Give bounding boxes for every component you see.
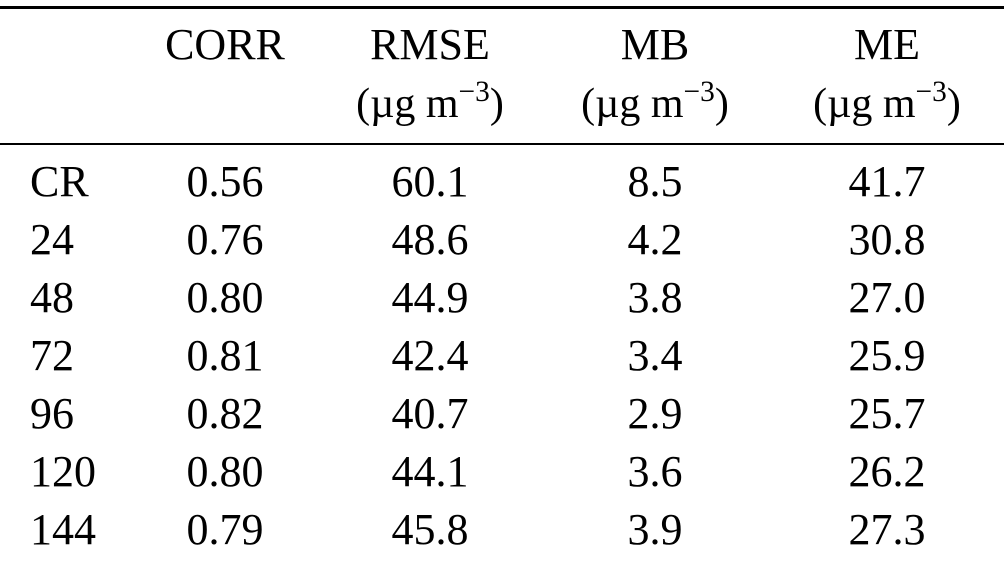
cell-corr: 0.76 xyxy=(186,215,264,264)
cell-corr: 0.79 xyxy=(186,505,264,554)
cell-me: 27.3 xyxy=(848,505,926,554)
col-unit-rmse: (µg m−3) xyxy=(320,67,540,125)
cell-me: 41.7 xyxy=(848,157,926,206)
row-label: 24 xyxy=(30,215,74,264)
col-unit-me: (µg m−3) xyxy=(770,67,1004,125)
cell-me: 27.0 xyxy=(848,273,926,322)
unit-open: (µg m xyxy=(581,81,684,127)
table-row: 48 0.80 44.9 3.8 27.0 xyxy=(0,269,1004,327)
unit-close: ) xyxy=(714,81,729,127)
cell-rmse: 60.1 xyxy=(391,157,469,206)
row-label: 72 xyxy=(30,331,74,380)
header-row: CORR RMSE (µg m−3) MB (µg m−3) ME (µg m−… xyxy=(0,8,1004,145)
cell-mb: 3.4 xyxy=(627,331,683,380)
table-row: 144 0.79 45.8 3.9 27.3 xyxy=(0,501,1004,566)
unit-exponent: −3 xyxy=(915,75,947,108)
col-header-me-label: ME xyxy=(854,20,920,69)
table-row: 24 0.76 48.6 4.2 30.8 xyxy=(0,211,1004,269)
row-label: CR xyxy=(30,157,89,206)
col-unit-mb: (µg m−3) xyxy=(540,67,770,125)
col-header-corr-label: CORR xyxy=(165,20,285,69)
cell-rmse: 44.1 xyxy=(391,447,469,496)
row-label: 120 xyxy=(30,447,96,496)
cell-mb: 4.2 xyxy=(627,215,683,264)
cell-rmse: 44.9 xyxy=(391,273,469,322)
cell-rmse: 40.7 xyxy=(391,389,469,438)
row-label: 96 xyxy=(30,389,74,438)
row-label: 48 xyxy=(30,273,74,322)
unit-open: (µg m xyxy=(356,81,459,127)
table-row: CR 0.56 60.1 8.5 41.7 xyxy=(0,144,1004,211)
cell-me: 30.8 xyxy=(848,215,926,264)
cell-me: 26.2 xyxy=(848,447,926,496)
cell-me: 25.7 xyxy=(848,389,926,438)
unit-close: ) xyxy=(489,81,504,127)
col-header-corr: CORR xyxy=(130,8,320,145)
unit-open: (µg m xyxy=(813,81,916,127)
table-row: 72 0.81 42.4 3.4 25.9 xyxy=(0,327,1004,385)
cell-rmse: 42.4 xyxy=(391,331,469,380)
col-header-mb-label: MB xyxy=(620,20,690,69)
unit-exponent: −3 xyxy=(683,75,715,108)
cell-mb: 8.5 xyxy=(627,157,683,206)
col-header-empty-label xyxy=(0,9,130,23)
cell-mb: 3.9 xyxy=(627,505,683,554)
row-label: 144 xyxy=(30,505,96,554)
cell-corr: 0.81 xyxy=(186,331,264,380)
col-header-me: ME (µg m−3) xyxy=(770,8,1004,145)
table-row: 96 0.82 40.7 2.9 25.7 xyxy=(0,385,1004,443)
cell-mb: 2.9 xyxy=(627,389,683,438)
cell-rmse: 45.8 xyxy=(391,505,469,554)
statistics-table: CORR RMSE (µg m−3) MB (µg m−3) ME (µg m−… xyxy=(0,6,1004,566)
col-header-mb: MB (µg m−3) xyxy=(540,8,770,145)
col-header-rmse-label: RMSE xyxy=(370,20,490,69)
col-header-empty xyxy=(0,8,130,145)
cell-corr: 0.80 xyxy=(186,447,264,496)
cell-corr: 0.82 xyxy=(186,389,264,438)
table-header: CORR RMSE (µg m−3) MB (µg m−3) ME (µg m−… xyxy=(0,8,1004,145)
col-header-rmse: RMSE (µg m−3) xyxy=(320,8,540,145)
cell-corr: 0.56 xyxy=(186,157,264,206)
cell-corr: 0.80 xyxy=(186,273,264,322)
unit-close: ) xyxy=(946,81,961,127)
table-body: CR 0.56 60.1 8.5 41.7 24 0.76 48.6 4.2 3… xyxy=(0,144,1004,566)
table-row: 120 0.80 44.1 3.6 26.2 xyxy=(0,443,1004,501)
cell-me: 25.9 xyxy=(848,331,926,380)
unit-exponent: −3 xyxy=(458,75,490,108)
cell-mb: 3.6 xyxy=(627,447,683,496)
cell-mb: 3.8 xyxy=(627,273,683,322)
cell-rmse: 48.6 xyxy=(391,215,469,264)
